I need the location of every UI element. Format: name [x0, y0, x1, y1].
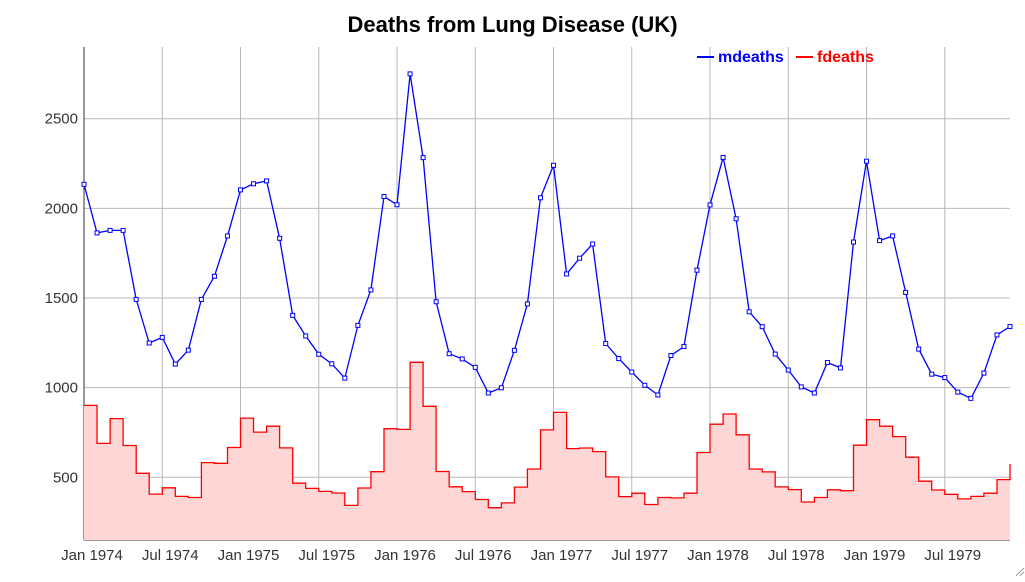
- mdeaths-point: [955, 389, 961, 395]
- x-tick-label: Jan 1978: [687, 547, 749, 564]
- x-tick-label: Jul 1975: [298, 547, 355, 564]
- mdeaths-point: [772, 351, 778, 357]
- mdeaths-point: [511, 347, 517, 353]
- x-tick-label: Jan 1974: [61, 547, 123, 564]
- mdeaths-point: [146, 340, 152, 346]
- mdeaths-point: [394, 202, 400, 208]
- mdeaths-point: [616, 356, 622, 362]
- mdeaths-point: [368, 287, 374, 293]
- mdeaths-point: [551, 162, 557, 168]
- mdeaths-point: [759, 324, 765, 330]
- fdeaths-line: [84, 361, 1011, 509]
- mdeaths-point: [811, 390, 817, 396]
- mdeaths-point: [264, 178, 270, 184]
- mdeaths-point: [133, 296, 139, 302]
- mdeaths-point: [303, 333, 309, 339]
- x-tick-label: Jul 1977: [611, 547, 668, 564]
- y-tick-label: 1500: [45, 290, 78, 307]
- mdeaths-point: [290, 312, 296, 318]
- mdeaths-point: [798, 384, 804, 390]
- resize-grip-icon[interactable]: [1013, 565, 1025, 577]
- x-tick-label: Jul 1979: [924, 547, 981, 564]
- mdeaths-point: [381, 194, 387, 200]
- mdeaths-point: [629, 369, 635, 375]
- mdeaths-point: [837, 365, 843, 371]
- x-tick-label: Jul 1974: [142, 547, 199, 564]
- mdeaths-point: [681, 344, 687, 350]
- mdeaths-point: [81, 181, 87, 187]
- mdeaths-point: [994, 332, 1000, 338]
- mdeaths-point: [120, 227, 126, 233]
- mdeaths-point: [238, 187, 244, 193]
- mdeaths-point: [342, 375, 348, 381]
- mdeaths-point: [459, 356, 465, 362]
- mdeaths-point: [407, 71, 413, 77]
- mdeaths-point: [864, 158, 870, 164]
- mdeaths-point: [655, 392, 661, 398]
- mdeaths-point: [968, 395, 974, 401]
- mdeaths-point: [564, 271, 570, 277]
- mdeaths-point: [355, 322, 361, 328]
- mdeaths-point: [824, 360, 830, 366]
- mdeaths-point: [211, 273, 217, 279]
- mdeaths-point: [498, 385, 504, 391]
- mdeaths-point: [642, 382, 648, 388]
- mdeaths-point: [420, 155, 426, 161]
- mdeaths-point: [185, 347, 191, 353]
- mdeaths-point: [472, 364, 478, 370]
- mdeaths-point: [524, 301, 530, 307]
- fdeaths-area: [84, 362, 1010, 540]
- mdeaths-point: [433, 299, 439, 305]
- x-tick-label: Jan 1976: [374, 547, 436, 564]
- mdeaths-point: [94, 230, 100, 236]
- mdeaths-point: [785, 367, 791, 373]
- x-tick-label: Jan 1977: [531, 547, 593, 564]
- mdeaths-point: [485, 390, 491, 396]
- mdeaths-point: [329, 361, 335, 367]
- x-tick-label: Jul 1976: [455, 547, 512, 564]
- mdeaths-point: [733, 216, 739, 222]
- mdeaths-point: [251, 181, 257, 187]
- x-tick-label: Jan 1975: [218, 547, 280, 564]
- chart-title: Deaths from Lung Disease (UK): [347, 12, 678, 37]
- y-tick-label: 2500: [45, 111, 78, 128]
- x-tick-label: Jul 1978: [768, 547, 825, 564]
- mdeaths-point: [1007, 323, 1013, 329]
- mdeaths-point: [850, 239, 856, 245]
- mdeaths-point: [916, 346, 922, 352]
- mdeaths-point: [316, 351, 322, 357]
- mdeaths-line: [83, 73, 1011, 400]
- mdeaths-point: [981, 370, 987, 376]
- x-tick-label: Jan 1979: [844, 547, 906, 564]
- mdeaths-point: [107, 227, 113, 233]
- mdeaths-point: [577, 255, 583, 261]
- mdeaths-point: [277, 235, 283, 241]
- mdeaths-point: [746, 309, 752, 315]
- mdeaths-point: [890, 233, 896, 239]
- mdeaths-point: [877, 238, 883, 244]
- mdeaths-point: [903, 289, 909, 295]
- mdeaths-point: [224, 233, 230, 239]
- mdeaths-point: [942, 375, 948, 381]
- mdeaths-point: [446, 351, 452, 357]
- legend: mdeaths fdeaths: [697, 49, 874, 66]
- mdeaths-point: [159, 334, 165, 340]
- mdeaths-point: [707, 202, 713, 208]
- y-tick-label: 2000: [45, 200, 78, 217]
- mdeaths-point: [198, 296, 204, 302]
- mdeaths-point: [694, 267, 700, 273]
- mdeaths-point: [590, 241, 596, 247]
- y-tick-label: 500: [53, 469, 78, 486]
- y-tick-label: 1000: [45, 380, 78, 397]
- mdeaths-point: [668, 353, 674, 359]
- mdeaths-point: [603, 341, 609, 347]
- legend-label-mdeaths: mdeaths: [718, 49, 784, 66]
- mdeaths-point: [720, 154, 726, 160]
- mdeaths-point: [929, 371, 935, 377]
- mdeaths-point: [172, 361, 178, 367]
- legend-label-fdeaths: fdeaths: [817, 49, 874, 66]
- mdeaths-point: [537, 195, 543, 201]
